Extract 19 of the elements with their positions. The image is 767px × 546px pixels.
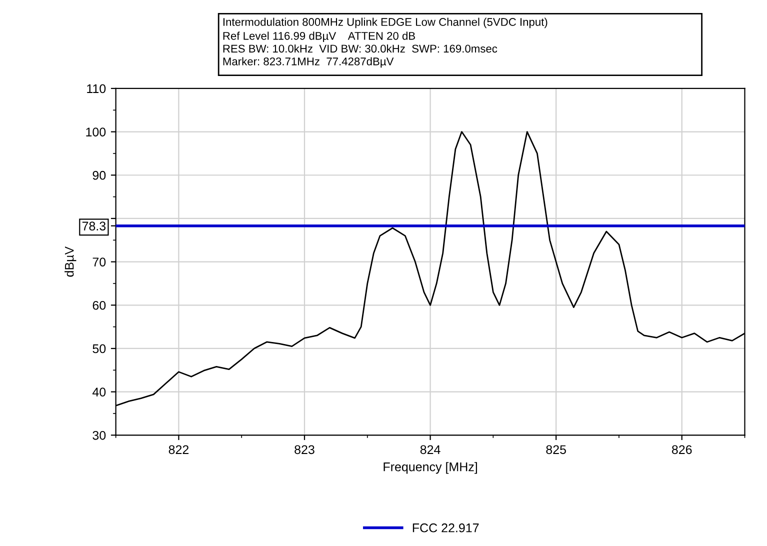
x-tick-label: 824	[420, 445, 440, 454]
chart-title: Intermodulation 800MHz Uplink EDGE Low Channel (5VDC Input)	[223, 18, 548, 28]
x-tick-label: 823	[294, 445, 314, 454]
x-tick-label: 822	[168, 445, 189, 454]
chart-subtitle: Ref Level 116.99 dBµV ATTEN 20 dB RES BW: 10.0kHz VID BW: 30.0kHz SWP: 169.0msec Marker: 823.71MHz 77.4287dBµV	[223, 32, 498, 68]
x-axis-title: Frequency [MHz]	[384, 462, 477, 474]
y-tick-label: 78.3	[82, 222, 106, 230]
x-tick-label: 826	[672, 445, 692, 454]
y-tick-label: 40	[92, 388, 106, 396]
y-tick-label: 70	[92, 258, 106, 266]
y-tick-label: 50	[92, 344, 106, 354]
y-tick-label: 110	[87, 84, 106, 94]
x-tick-label: 825	[546, 445, 566, 454]
legend-label: FCC 22.917	[412, 523, 479, 532]
y-tick-label: 100	[86, 128, 106, 136]
y-tick-label: 60	[92, 300, 106, 310]
y-tick-label: 30	[92, 430, 106, 440]
y-axis-title: dBµV	[64, 246, 76, 277]
y-tick-label: 90	[92, 170, 106, 180]
